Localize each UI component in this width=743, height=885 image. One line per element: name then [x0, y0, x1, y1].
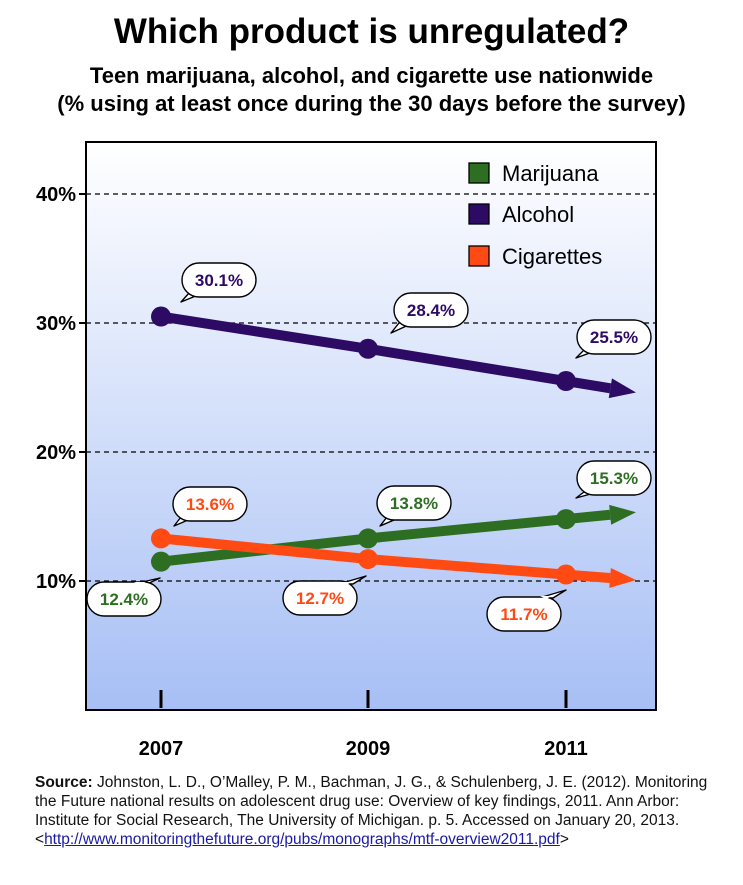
data-label-bubble: 28.4% [390, 292, 469, 334]
bubble-seam [585, 490, 597, 493]
bubble-seam [190, 291, 202, 294]
bubble-body [181, 262, 257, 298]
plot-area [85, 141, 657, 711]
bubble-seam [182, 515, 194, 518]
data-point [151, 306, 171, 327]
legend-label: Alcohol [502, 202, 574, 227]
data-label: 13.8% [390, 494, 438, 513]
data-label: 25.5% [590, 328, 638, 347]
bubble-body [576, 319, 652, 355]
bubble-body [376, 485, 452, 521]
series-arrowhead [608, 378, 636, 399]
bubble-body [282, 580, 358, 616]
data-point [556, 509, 576, 530]
source-suffix: > [559, 831, 569, 848]
data-label-bubble: 13.8% [376, 485, 452, 527]
data-point [151, 528, 171, 549]
bubble-body [393, 292, 469, 328]
bubble-seam [340, 582, 352, 585]
x-tick-label: 2007 [139, 738, 184, 760]
data-point [556, 371, 576, 392]
data-label-bubble: 12.4% [86, 577, 162, 617]
data-point [358, 549, 378, 570]
legend-label: Cigarettes [502, 244, 602, 269]
series-group [151, 306, 636, 588]
legend-swatch [468, 245, 490, 267]
y-tick-label: 30% [36, 313, 76, 335]
y-tick-label: 40% [36, 184, 76, 206]
y-tick-label: 10% [36, 571, 76, 593]
bubble-seam [388, 515, 400, 518]
data-label: 12.4% [100, 590, 148, 609]
legend-label: Marijuana [502, 161, 599, 186]
data-point [556, 564, 576, 585]
data-label-bubble: 30.1% [180, 262, 257, 303]
source-prefix: Source: [35, 774, 93, 791]
data-point [358, 528, 378, 549]
data-label: 15.3% [590, 469, 638, 488]
bubble-body [576, 460, 652, 496]
chart-subtitle-line1: Teen marijuana, alcohol, and cigarette u… [89, 63, 654, 88]
data-point [151, 551, 171, 572]
x-tick-label: 2009 [346, 738, 391, 760]
source-citation: Source: Johnston, L. D., O’Malley, P. M.… [35, 773, 725, 849]
data-label-bubble: 12.7% [282, 575, 367, 616]
legend-swatch [468, 162, 490, 184]
data-label: 30.1% [195, 271, 243, 290]
data-label: 28.4% [407, 301, 455, 320]
x-tick-label: 2011 [544, 738, 587, 760]
bubble-seam [400, 321, 412, 324]
data-label-bubble: 11.7% [486, 589, 567, 632]
bubble-body [172, 486, 248, 522]
y-axis-ticks: 10% 20% 30% 40% [36, 184, 86, 593]
data-label-bubble: 13.6% [172, 486, 248, 527]
data-label-bubble: 15.3% [575, 460, 652, 499]
series-arrowhead [609, 568, 636, 588]
series-arrowhead [609, 504, 636, 525]
chart-title: Which product is unregulated? [113, 12, 630, 51]
data-point [358, 338, 378, 359]
bubble-body [86, 581, 162, 617]
x-axis-ticks: 2007 2009 2011 [139, 690, 588, 760]
data-label-bubble: 25.5% [575, 319, 652, 359]
data-label: 13.6% [186, 495, 234, 514]
legend: Marijuana Alcohol Cigarettes [468, 161, 602, 269]
data-labels: 30.1% 28.4% 25.5% 12.4% 13.8% 15.3% 13.6% 12.7%… [86, 262, 652, 632]
series-line [160, 533, 611, 583]
bubble-body [486, 596, 562, 632]
chart-subtitle-line2: (% using at least once during the 30 day… [57, 91, 686, 116]
source-text: Johnston, L. D., O’Malley, P. M., Bachma… [35, 774, 708, 848]
source-link[interactable]: http://www.monitoringthefuture.org/pubs/… [44, 831, 560, 848]
data-label: 12.7% [296, 589, 344, 608]
y-tick-label: 20% [36, 442, 76, 464]
bubble-seam [540, 596, 552, 599]
series-line [160, 311, 612, 394]
legend-swatch [468, 203, 490, 225]
bubble-seam [585, 348, 597, 351]
data-label: 11.7% [500, 605, 547, 624]
bubble-seam [134, 582, 146, 585]
